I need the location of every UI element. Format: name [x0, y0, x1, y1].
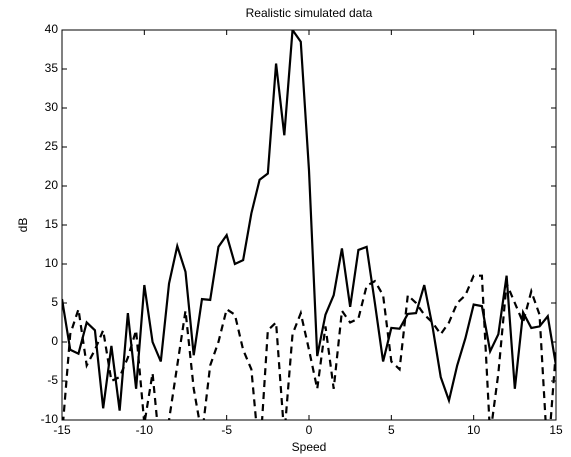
y-tick-label: 25: [45, 139, 59, 153]
y-tick-label: 35: [45, 61, 59, 75]
y-tick-label: 15: [45, 217, 59, 231]
y-axis-label: dB: [16, 218, 30, 233]
x-tick-label: 5: [388, 423, 395, 437]
y-tick-label: -5: [47, 373, 58, 387]
data-line: [62, 30, 556, 411]
y-tick-label: 10: [45, 256, 59, 270]
y-tick-label: 30: [45, 100, 59, 114]
y-tick-label: 5: [51, 295, 58, 309]
x-tick-label: 15: [549, 423, 563, 437]
y-tick-label: 20: [45, 178, 59, 192]
y-tick-label: 0: [51, 334, 58, 348]
x-tick-label: -10: [136, 423, 154, 437]
y-tick-label: 40: [45, 22, 59, 36]
x-tick-label: 10: [467, 423, 481, 437]
x-tick-label: -5: [221, 423, 232, 437]
x-tick-label: -15: [53, 423, 71, 437]
chart-title: Realistic simulated data: [246, 6, 373, 20]
x-tick-label: 0: [306, 423, 313, 437]
y-tick-label: -10: [41, 412, 59, 426]
data-line: [62, 274, 556, 420]
x-axis-label: Speed: [292, 440, 327, 454]
